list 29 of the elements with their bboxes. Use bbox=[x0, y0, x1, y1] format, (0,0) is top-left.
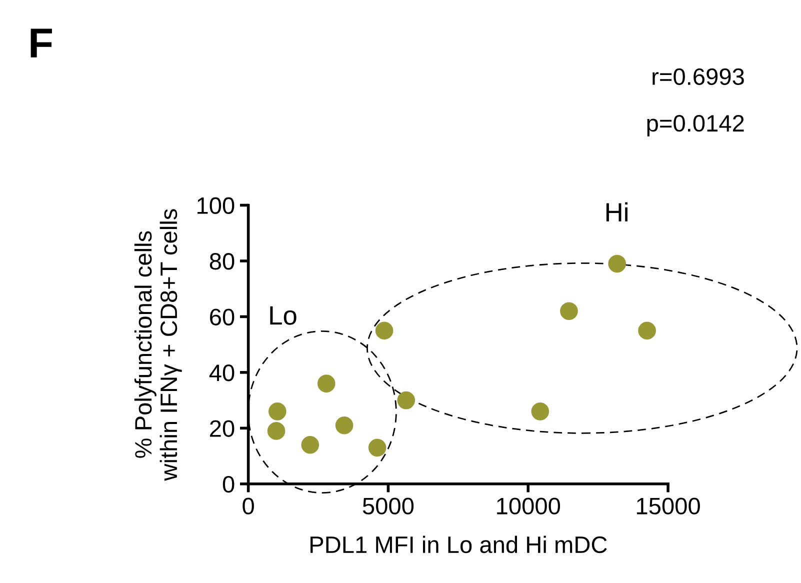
y-tick-label: 0 bbox=[222, 476, 234, 493]
y-tick-label: 80 bbox=[210, 253, 234, 270]
y-tick-label: 60 bbox=[210, 308, 234, 326]
point bbox=[375, 322, 394, 340]
point bbox=[335, 416, 354, 434]
point bbox=[397, 391, 416, 410]
point bbox=[301, 436, 320, 454]
text: p=0.0142 bbox=[647, 114, 744, 136]
point bbox=[267, 422, 286, 440]
x-tick-label: 10000 bbox=[497, 498, 560, 514]
y-tick-label: 40 bbox=[209, 364, 234, 382]
point bbox=[531, 402, 550, 420]
point bbox=[608, 254, 626, 273]
x-axis-title: PDL1 MFI in Lo and Hi mDC bbox=[310, 536, 607, 554]
annotation: Hi bbox=[606, 202, 628, 222]
y-tick-label: 100 bbox=[198, 197, 234, 214]
point bbox=[317, 374, 336, 392]
text: F bbox=[30, 28, 52, 58]
text: r=0.6993 bbox=[652, 68, 744, 86]
y-tick-label: 20 bbox=[210, 420, 234, 437]
point bbox=[638, 322, 656, 340]
annotation: Lo bbox=[270, 306, 296, 325]
x-tick-label: 0 bbox=[242, 498, 254, 514]
x-tick-label: 5000 bbox=[362, 498, 414, 514]
y-axis-title: % Polyfunctional cells within IFNγ + CD8+T cells bbox=[134, 209, 182, 481]
point bbox=[560, 302, 578, 320]
x-tick-label: 15000 bbox=[637, 498, 700, 514]
point bbox=[268, 402, 286, 420]
point bbox=[368, 438, 386, 457]
